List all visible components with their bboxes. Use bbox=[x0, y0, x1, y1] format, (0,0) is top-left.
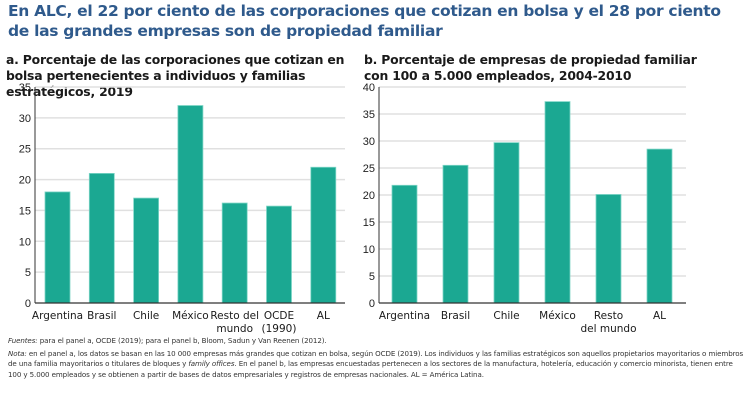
x-tick-label: OCDE (1990) bbox=[262, 310, 297, 335]
bar-brasil bbox=[442, 164, 469, 304]
x-tick-label: AL bbox=[317, 310, 330, 322]
x-tick-label: Resto del mundo bbox=[210, 310, 259, 335]
sources-text: para el panel a, OCDE (2019); para el pa… bbox=[37, 336, 327, 345]
x-tick-label: AL bbox=[653, 310, 666, 322]
bar-chile bbox=[133, 197, 160, 304]
bar-brasil bbox=[88, 173, 115, 304]
note-text-1: en el panel a, los datos se basan en las… bbox=[8, 348, 744, 369]
x-tick-label: Brasil bbox=[87, 310, 116, 322]
bar-ocde-1990- bbox=[266, 205, 292, 304]
sources-label: Fuentes: bbox=[8, 336, 38, 345]
x-tick-label: México bbox=[172, 310, 209, 322]
figure-notes: Fuentes: para el panel a, OCDE (2019); p… bbox=[8, 336, 744, 382]
y-tick-label: 25 bbox=[19, 144, 31, 156]
bar-chile bbox=[493, 142, 520, 304]
x-tick-label: Resto del mundo bbox=[580, 310, 636, 335]
y-tick-label: 15 bbox=[363, 217, 375, 229]
bar-argentina bbox=[391, 184, 418, 304]
y-tick-label: 15 bbox=[19, 205, 31, 217]
methodology-note: Nota: en el panel a, los datos se basan … bbox=[8, 349, 744, 381]
x-tick-label: Argentina bbox=[32, 310, 83, 322]
y-tick-label: 35 bbox=[363, 109, 375, 121]
panel-a-bar-chart: 0 5 10 15 20 25 30 35 Argentina Brasil Chile México… bbox=[19, 82, 345, 335]
bar-resto-del-mundo bbox=[221, 202, 248, 304]
y-tick-label: 0 bbox=[369, 298, 375, 310]
y-tick-label: 5 bbox=[369, 271, 375, 283]
bar-resto-del-mundo bbox=[595, 194, 622, 304]
figure-title: En ALC, el 22 por ciento de las corporac… bbox=[8, 2, 721, 40]
x-tick-label: México bbox=[539, 310, 576, 322]
sources-note: Fuentes: para el panel a, OCDE (2019); p… bbox=[8, 336, 744, 347]
y-tick-label: 40 bbox=[363, 82, 375, 94]
y-tick-label: 10 bbox=[19, 236, 31, 248]
note-label: Nota: bbox=[8, 348, 27, 358]
y-tick-label: 20 bbox=[19, 175, 31, 187]
panel-b-bar-chart: 0 5 10 15 20 25 30 35 40 Argentina Brasil Chile Méxi… bbox=[363, 82, 686, 335]
y-tick-label: 5 bbox=[25, 267, 31, 279]
x-tick-label: Argentina bbox=[379, 310, 430, 322]
y-tick-label: 20 bbox=[363, 190, 375, 202]
panel-b-title: b. Porcentaje de empresas de propiedad f… bbox=[364, 52, 697, 83]
y-tick-label: 10 bbox=[363, 244, 375, 256]
note-italic: family offices bbox=[188, 359, 235, 368]
y-tick-label: 30 bbox=[19, 113, 31, 125]
x-tick-label: Chile bbox=[133, 310, 159, 322]
bar-méxico bbox=[177, 105, 204, 304]
bar-méxico bbox=[544, 101, 571, 304]
y-tick-label: 25 bbox=[363, 163, 375, 175]
x-tick-label: Chile bbox=[493, 310, 519, 322]
y-tick-label: 35 bbox=[19, 82, 31, 94]
y-tick-label: 30 bbox=[363, 136, 375, 148]
bar-al bbox=[646, 148, 673, 304]
note-text-2: . En el panel b, las empresas encuestada… bbox=[8, 359, 733, 379]
x-tick-label: Brasil bbox=[441, 310, 470, 322]
y-tick-label: 0 bbox=[25, 298, 31, 310]
bar-al bbox=[310, 166, 337, 304]
